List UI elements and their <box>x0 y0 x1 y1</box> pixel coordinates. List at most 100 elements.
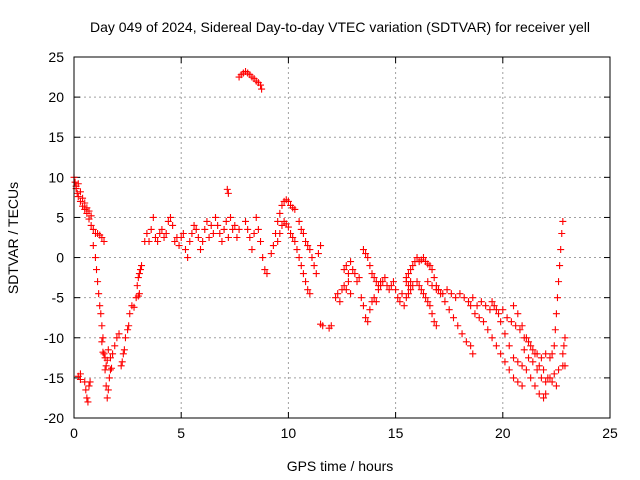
data-point <box>419 290 427 298</box>
data-point <box>471 310 479 318</box>
data-point <box>522 366 530 374</box>
data-point <box>462 338 470 346</box>
data-point <box>366 262 374 270</box>
data-point <box>74 180 82 188</box>
chart-title: Day 049 of 2024, Sidereal Day-to-day VTE… <box>90 19 590 35</box>
data-point <box>223 185 231 193</box>
data-point <box>108 364 116 372</box>
data-point <box>278 221 286 229</box>
data-point <box>252 213 260 221</box>
data-point <box>106 366 114 374</box>
data-point <box>510 374 518 382</box>
data-point <box>458 330 466 338</box>
plot-frame <box>73 56 611 419</box>
data-point <box>299 270 307 278</box>
axis-ticks: 0 5 10 15 20 25 -20 -15 -10 -5 0 5 10 15 20 25 <box>44 49 618 441</box>
data-point <box>85 382 93 390</box>
data-point <box>149 213 157 221</box>
data-point <box>97 310 105 318</box>
data-point <box>351 270 359 278</box>
data-point <box>552 382 560 390</box>
data-point <box>135 270 143 278</box>
data-point <box>74 193 82 201</box>
data-point <box>469 350 477 358</box>
data-point <box>82 386 90 394</box>
data-point <box>246 234 254 241</box>
data-point <box>233 234 241 241</box>
data-point <box>91 254 99 262</box>
data-point <box>126 310 134 318</box>
data-point <box>205 234 213 241</box>
data-point <box>125 322 133 330</box>
data-point <box>413 278 421 286</box>
data-point <box>424 278 432 286</box>
x-tick-label: 20 <box>495 425 511 441</box>
data-point <box>156 229 164 237</box>
data-point <box>242 217 250 225</box>
data-point <box>336 298 344 306</box>
data-point <box>299 229 307 237</box>
data-point <box>102 382 110 390</box>
data-point <box>477 298 485 306</box>
data-point <box>317 242 325 250</box>
data-point <box>514 358 522 366</box>
data-point <box>86 378 94 386</box>
data-point <box>407 278 415 286</box>
data-point <box>422 294 430 302</box>
data-point <box>531 350 539 358</box>
data-point <box>428 310 436 318</box>
data-point <box>430 274 438 282</box>
x-axis-label: GPS time / hours <box>287 458 394 474</box>
data-point <box>467 302 475 310</box>
data-point <box>235 225 243 233</box>
data-point <box>100 238 108 246</box>
data-point <box>104 346 112 354</box>
data-point <box>196 246 204 254</box>
data-point <box>334 290 342 298</box>
data-point <box>379 278 387 286</box>
data-point <box>428 282 436 290</box>
data-point <box>415 282 423 290</box>
data-point <box>512 322 520 330</box>
data-point <box>357 294 365 302</box>
data-point <box>503 314 511 322</box>
data-point <box>212 213 220 221</box>
data-point <box>87 221 95 229</box>
data-point <box>257 238 265 246</box>
data-point <box>449 314 457 322</box>
data-point <box>537 354 545 362</box>
data-point <box>171 238 179 246</box>
data-point <box>550 342 558 350</box>
data-point <box>344 270 352 278</box>
data-point <box>192 225 200 233</box>
data-point <box>158 225 166 233</box>
data-point <box>531 382 539 390</box>
data-point <box>199 238 207 246</box>
data-point <box>492 306 500 314</box>
data-point <box>540 366 548 374</box>
data-point <box>263 270 271 278</box>
data-point <box>160 234 168 241</box>
data-point <box>229 225 237 233</box>
data-point <box>499 306 507 314</box>
data-point <box>402 294 410 302</box>
data-point <box>103 394 111 402</box>
data-point <box>244 225 252 233</box>
data-point <box>426 302 434 310</box>
data-point <box>404 270 412 278</box>
data-point <box>347 258 355 266</box>
data-point <box>133 282 141 290</box>
data-point <box>385 286 393 294</box>
data-point <box>484 326 492 334</box>
data-point <box>469 294 477 302</box>
x-tick-label: 10 <box>281 425 297 441</box>
data-point <box>514 378 522 386</box>
data-point <box>115 330 123 338</box>
data-point <box>89 242 97 250</box>
data-point <box>413 254 421 262</box>
data-point <box>542 378 550 386</box>
data-point <box>467 342 475 350</box>
data-point <box>353 278 361 286</box>
data-point <box>557 246 565 254</box>
data-point <box>216 229 224 237</box>
